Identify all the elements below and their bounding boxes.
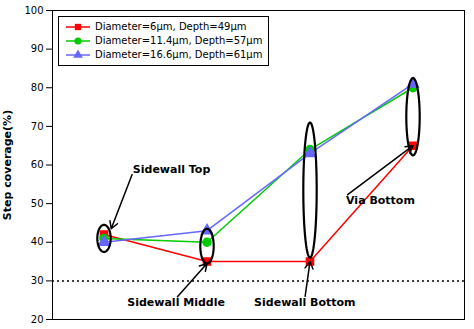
svg-text:50: 50 xyxy=(31,198,44,209)
svg-text:Step coverage(%): Step coverage(%) xyxy=(1,110,14,220)
svg-text:80: 80 xyxy=(31,82,44,93)
svg-text:40: 40 xyxy=(31,236,44,247)
svg-text:Via Bottom: Via Bottom xyxy=(346,194,415,207)
svg-text:70: 70 xyxy=(31,121,44,132)
html-text:Diameter=11.4μm, Depth=57μm: Diameter=11.4μm, Depth=57μm xyxy=(95,35,263,46)
svg-text:Sidewall Bottom: Sidewall Bottom xyxy=(254,296,355,309)
svg-text:20: 20 xyxy=(31,314,44,325)
svg-text:Sidewall Top: Sidewall Top xyxy=(133,163,211,176)
svg-text:100: 100 xyxy=(24,5,43,16)
svg-text:30: 30 xyxy=(31,275,44,286)
html-text:Diameter=6μm, Depth=49μm: Diameter=6μm, Depth=49μm xyxy=(95,21,247,32)
html-text:Diameter=16.6μm, Depth=61μm: Diameter=16.6μm, Depth=61μm xyxy=(95,49,263,60)
svg-text:Sidewall Middle: Sidewall Middle xyxy=(127,296,225,309)
svg-text:90: 90 xyxy=(31,43,44,54)
svg-text:60: 60 xyxy=(31,159,44,170)
